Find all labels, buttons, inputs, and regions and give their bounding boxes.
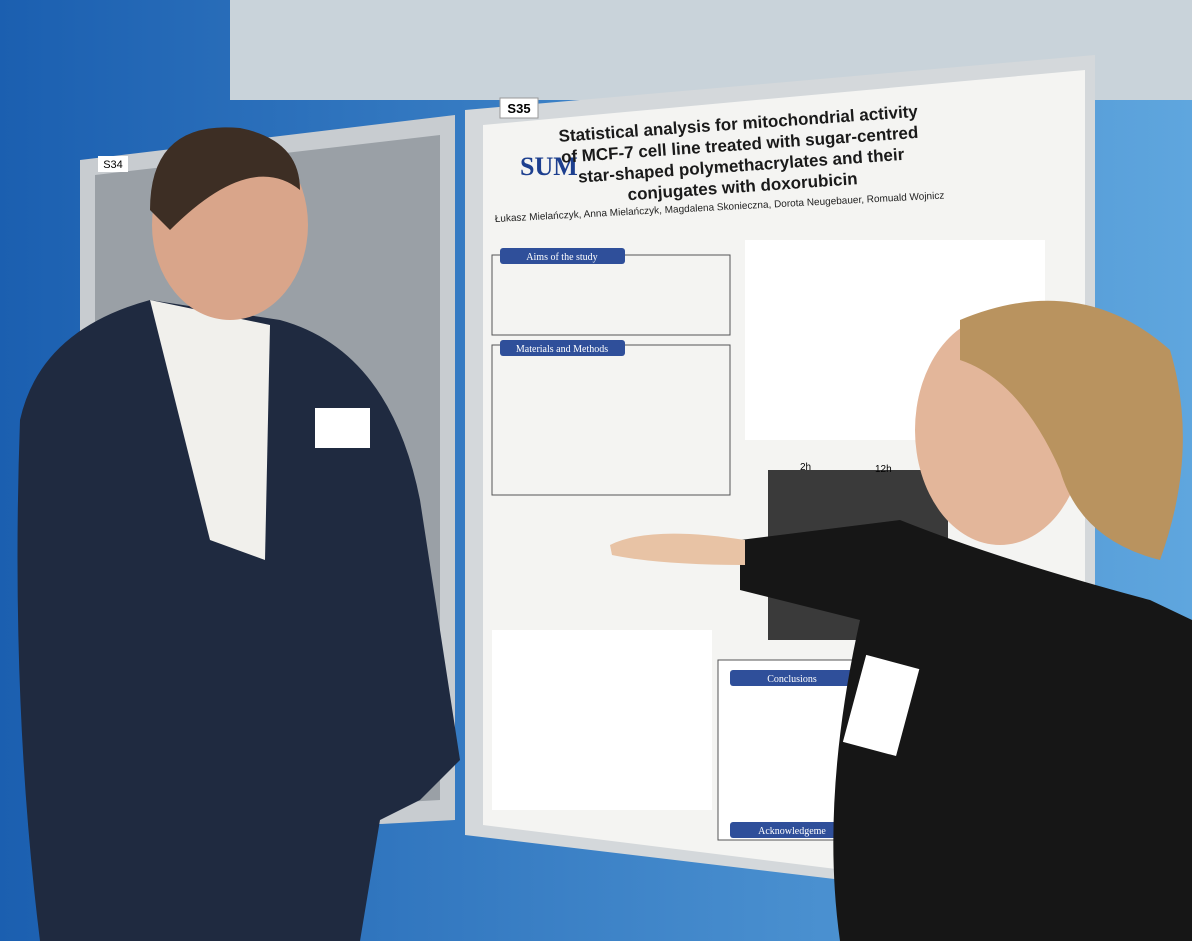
board-label-bg — [98, 156, 128, 172]
person — [610, 300, 1192, 941]
person — [17, 127, 460, 941]
logo: SUM — [520, 152, 578, 181]
board-label: S35 — [507, 101, 530, 116]
section-header — [500, 248, 625, 264]
section-title: Conclusions — [767, 674, 817, 685]
board-label-bg — [499, 97, 539, 119]
section-header — [500, 340, 625, 356]
section-title: Acknowledgeme — [758, 826, 826, 837]
section-title: Aims of the study — [526, 252, 597, 263]
section-title: Materials and Methods — [516, 344, 608, 355]
section-header — [730, 822, 855, 838]
time-label: 12h — [875, 464, 892, 475]
section-header — [730, 670, 855, 686]
figure — [492, 630, 712, 810]
time-label: 2h — [800, 462, 811, 473]
board-label: S34 — [103, 159, 123, 171]
